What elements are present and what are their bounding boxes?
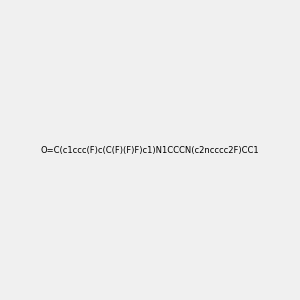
Text: O=C(c1ccc(F)c(C(F)(F)F)c1)N1CCCN(c2ncccc2F)CC1: O=C(c1ccc(F)c(C(F)(F)F)c1)N1CCCN(c2ncccc… <box>41 146 259 154</box>
